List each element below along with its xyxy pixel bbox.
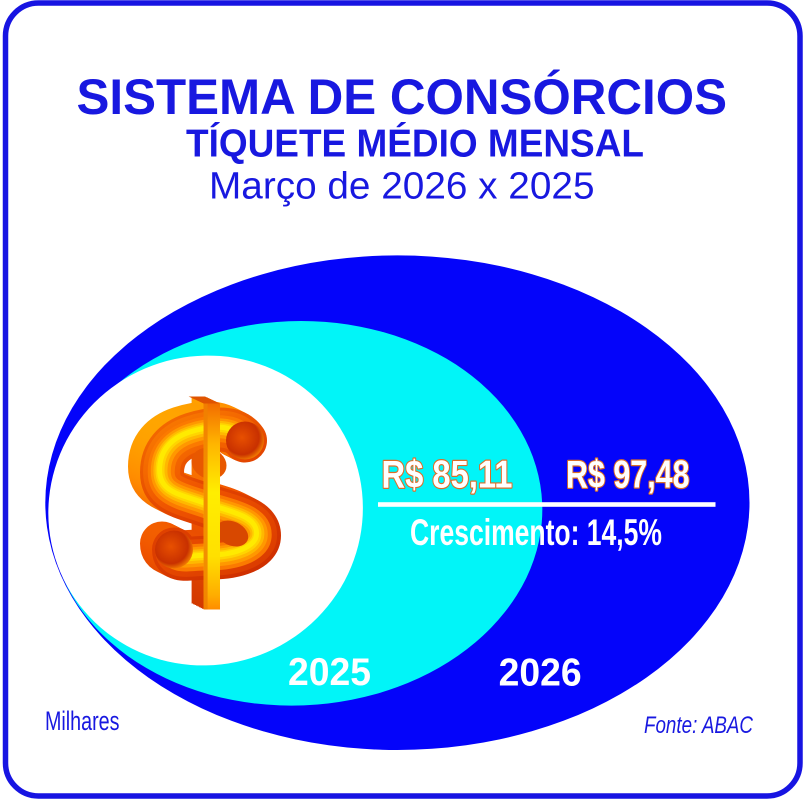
svg-text:Março de 2026 x 2025: Março de 2026 x 2025 [209, 166, 595, 208]
svg-text:TÍQUETE MÉDIO MENSAL: TÍQUETE MÉDIO MENSAL [186, 122, 644, 166]
svg-text:2025: 2025 [288, 651, 371, 694]
svg-text:R$ 97,48: R$ 97,48 [566, 454, 690, 497]
svg-text:Milhares: Milhares [45, 706, 120, 736]
svg-text:Fonte: ABAC: Fonte: ABAC [644, 712, 754, 739]
svg-text:2026: 2026 [499, 652, 582, 695]
svg-text:SISTEMA DE CONSÓRCIOS: SISTEMA DE CONSÓRCIOS [77, 69, 728, 125]
svg-text:Crescimento: 14,5%: Crescimento: 14,5% [410, 512, 662, 553]
svg-text:R$ 85,11: R$ 85,11 [382, 454, 513, 497]
